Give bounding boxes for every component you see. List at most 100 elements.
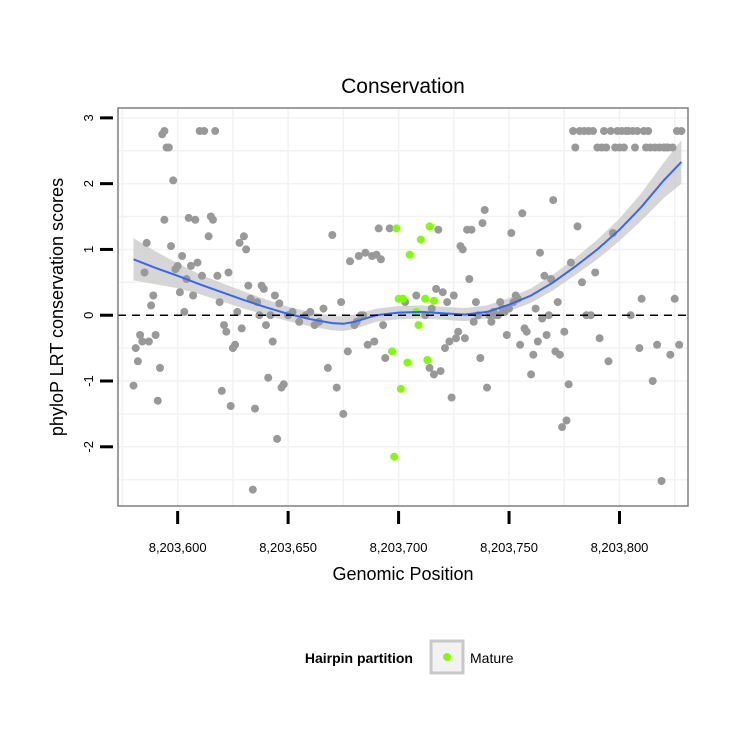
data-point: [178, 252, 187, 260]
y-tick-label: -1: [81, 375, 96, 387]
data-point: [237, 324, 246, 333]
data-point: [193, 258, 202, 267]
data-point: [465, 275, 474, 283]
data-point: [560, 327, 569, 336]
data-point: [467, 225, 476, 234]
data-point: [251, 404, 259, 413]
data-point: [332, 383, 341, 392]
data-point: [169, 176, 178, 185]
data-point: [231, 340, 240, 349]
data-point: [626, 311, 635, 320]
data-point: [226, 402, 235, 410]
data-point: [239, 232, 248, 241]
data-point: [425, 363, 434, 372]
confidence-band-layer: [133, 140, 682, 331]
data-point: [573, 222, 582, 231]
data-point: [589, 127, 597, 135]
data-point: [544, 311, 553, 320]
data-point: [235, 238, 244, 247]
data-point: [262, 321, 270, 330]
data-point: [337, 298, 346, 307]
mature-point: [414, 321, 423, 330]
data-point: [648, 377, 657, 385]
data-point: [209, 215, 217, 224]
data-point: [677, 127, 686, 135]
data-point: [675, 340, 684, 349]
data-point: [438, 288, 447, 297]
y-axis: -2 -1 0 1 2 3: [81, 114, 113, 453]
data-point: [631, 143, 639, 152]
x-tick-label: 8,203,700: [370, 540, 428, 555]
data-point: [432, 284, 441, 293]
chart-title: Conservation: [341, 75, 465, 98]
data-point: [361, 248, 370, 257]
data-point: [558, 423, 567, 432]
data-point: [516, 340, 525, 349]
data-point: [374, 224, 383, 233]
data-point: [487, 317, 496, 326]
data-point: [668, 143, 677, 152]
mature-point: [416, 235, 425, 244]
data-point: [328, 231, 337, 239]
data-point: [160, 215, 169, 224]
data-point: [549, 196, 558, 205]
data-point: [476, 354, 485, 362]
data-point: [600, 127, 608, 135]
data-point: [483, 383, 491, 392]
plot-panel-border: [117, 107, 689, 507]
mature-point: [392, 224, 401, 233]
data-point: [429, 370, 438, 379]
data-point: [279, 380, 288, 389]
mature-points-layer: [388, 222, 438, 461]
data-point: [434, 225, 443, 234]
data-point: [215, 298, 224, 307]
data-point: [452, 334, 460, 343]
data-point: [200, 127, 209, 135]
data-point: [412, 291, 421, 300]
x-tick-label: 8,203,650: [259, 540, 317, 555]
data-point: [138, 337, 147, 346]
data-point: [273, 434, 282, 443]
data-point: [564, 380, 573, 389]
data-point: [637, 294, 646, 303]
data-point: [443, 298, 452, 307]
data-point: [222, 327, 231, 336]
y-axis-title: phyloP LRT conservation scores: [47, 178, 67, 436]
data-point: [595, 334, 604, 343]
data-point: [441, 344, 449, 353]
y-tick-label: 1: [81, 246, 96, 253]
data-point: [562, 416, 571, 425]
data-point: [666, 350, 675, 359]
data-point: [633, 127, 642, 135]
mature-point: [399, 294, 407, 303]
data-point: [295, 317, 304, 326]
data-point: [191, 215, 200, 224]
data-point: [586, 311, 595, 320]
points-layer: [129, 127, 686, 494]
data-point: [224, 268, 233, 277]
x-tick-label: 8,203,800: [591, 540, 649, 555]
data-point: [156, 363, 164, 372]
data-point: [266, 311, 275, 320]
data-point: [533, 337, 542, 346]
data-point: [555, 350, 564, 359]
data-point: [370, 337, 379, 346]
data-point: [242, 245, 251, 254]
mature-point: [405, 250, 414, 259]
data-point: [670, 294, 679, 303]
data-point: [602, 143, 611, 152]
data-point: [244, 281, 253, 290]
data-point: [522, 327, 531, 336]
data-point: [346, 257, 354, 266]
data-point: [220, 321, 228, 330]
smooth-line-layer: [133, 161, 683, 325]
data-point: [153, 396, 162, 405]
data-point: [553, 298, 562, 307]
data-point: [204, 232, 213, 241]
data-point: [354, 252, 363, 260]
data-point: [136, 331, 145, 339]
data-point: [133, 357, 142, 366]
data-point: [339, 409, 348, 418]
data-point: [217, 386, 226, 395]
